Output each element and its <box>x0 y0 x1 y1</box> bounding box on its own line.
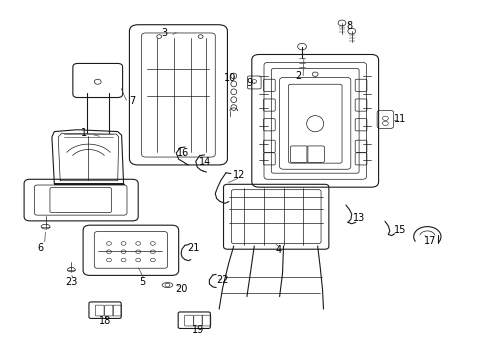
Text: 21: 21 <box>187 243 199 253</box>
Text: 15: 15 <box>393 225 406 235</box>
Text: 3: 3 <box>161 28 167 38</box>
Text: 19: 19 <box>192 325 204 335</box>
Text: 14: 14 <box>199 157 211 167</box>
Text: 7: 7 <box>129 96 135 106</box>
Text: 4: 4 <box>275 245 281 255</box>
Text: 11: 11 <box>394 114 406 124</box>
Text: 20: 20 <box>175 284 187 294</box>
Text: 12: 12 <box>233 170 245 180</box>
Text: 10: 10 <box>224 73 236 83</box>
Text: 23: 23 <box>65 277 78 287</box>
Text: 16: 16 <box>177 148 189 158</box>
Text: 17: 17 <box>423 236 435 246</box>
Text: 8: 8 <box>346 21 352 31</box>
Text: 22: 22 <box>216 275 228 285</box>
Text: 9: 9 <box>246 78 252 88</box>
Text: 18: 18 <box>99 316 111 325</box>
Text: 2: 2 <box>294 71 301 81</box>
Text: 1: 1 <box>81 129 86 138</box>
Text: 5: 5 <box>139 277 145 287</box>
Text: 13: 13 <box>352 213 365 222</box>
Text: 6: 6 <box>38 243 43 253</box>
